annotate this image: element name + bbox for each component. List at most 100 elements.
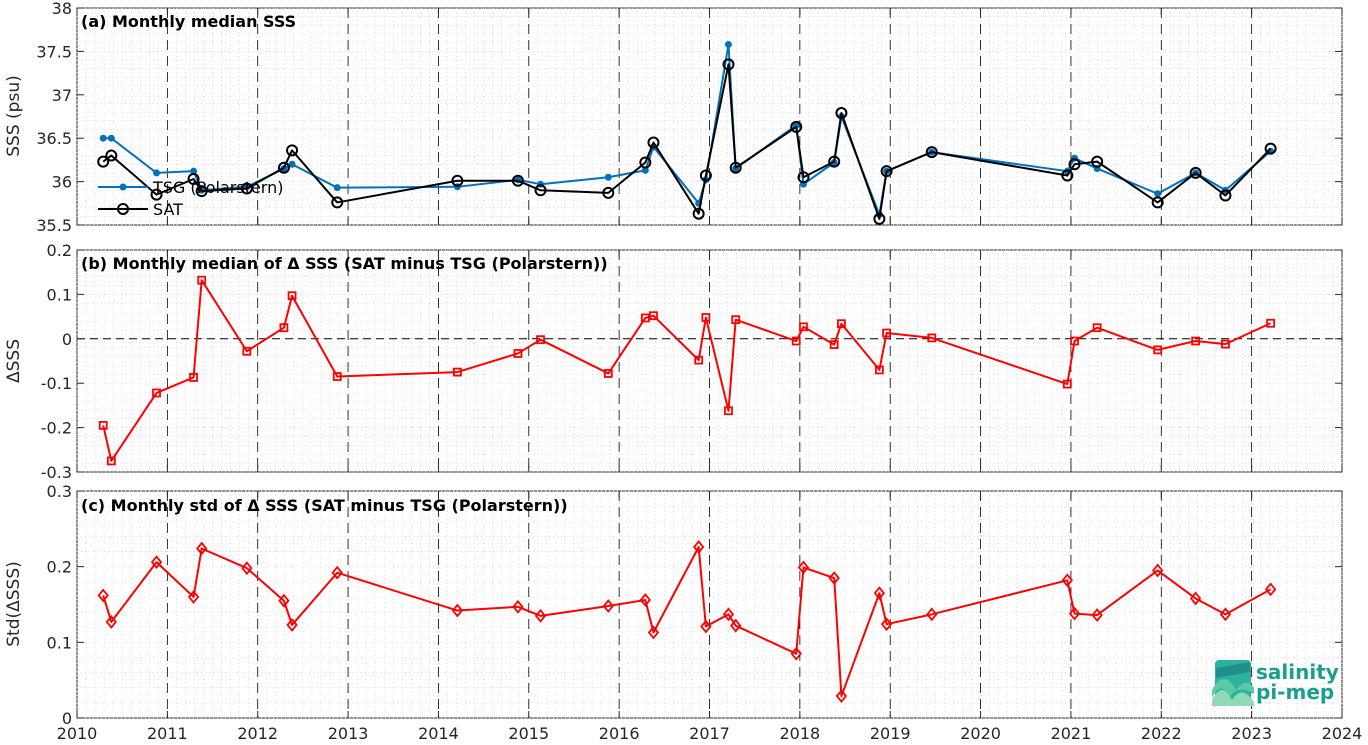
y-tick-label: -0.2 [41, 419, 72, 438]
legend: TSG (Polarstern) SAT [98, 178, 283, 219]
x-tick-label: 2022 [1141, 724, 1182, 743]
data-point-delta [279, 323, 289, 333]
data-point-delta [724, 406, 733, 416]
data-point-sat [925, 146, 938, 159]
data-point-std [150, 555, 163, 570]
x-tick-label: 2018 [779, 724, 820, 743]
panel-a-series [97, 40, 1277, 225]
data-point-delta [152, 388, 161, 398]
data-point-sat [692, 207, 705, 220]
data-point-delta [649, 311, 658, 321]
data-point-delta [791, 336, 801, 346]
data-point-tsg [107, 134, 115, 142]
data-point-std [700, 619, 712, 634]
data-point-delta [197, 275, 207, 285]
panel-a-yticks: 35.5 36 36.5 37 37.5 38 [36, 0, 1343, 235]
data-point-sat [729, 161, 742, 174]
data-point-tsg [604, 173, 612, 181]
x-tick-label: 2017 [689, 724, 730, 743]
data-point-sat [647, 136, 660, 149]
data-point-std [278, 593, 290, 608]
data-point-delta [1062, 379, 1072, 389]
data-point-sat [639, 156, 652, 169]
data-point-std [639, 593, 652, 607]
data-point-delta [731, 315, 741, 325]
data-point-delta [536, 335, 545, 345]
data-point-delta [701, 313, 711, 322]
panel-c-ylabel: Std(ΔSSS) [4, 561, 24, 647]
data-point-delta [1221, 339, 1230, 349]
series-line-delta [102, 545, 1272, 698]
data-point-sat [1068, 158, 1081, 171]
logo-wave-icon [1212, 660, 1254, 706]
data-point-delta [106, 456, 116, 466]
y-tick-label: 0 [62, 709, 72, 728]
data-point-sat [880, 165, 893, 178]
y-tick-label: -0.1 [41, 374, 72, 393]
data-point-delta [242, 346, 252, 356]
data-point-delta [189, 373, 198, 382]
data-point-delta [98, 420, 108, 430]
y-tick-label: 0 [62, 330, 72, 349]
data-point-delta [694, 355, 704, 365]
data-point-tsg [641, 166, 649, 174]
y-tick-label: 0.1 [47, 633, 72, 652]
data-point-sat [286, 144, 299, 157]
legend-sat-marker [117, 203, 129, 215]
panel-b-yticks: -0.3 -0.2 -0.1 0 0.1 0.2 [41, 241, 1343, 482]
panel-a-grid [76, 7, 1343, 226]
data-point-sat [195, 185, 208, 198]
data-point-std [1091, 608, 1103, 623]
x-tick-label: 2020 [960, 724, 1001, 743]
panel-c-std-delta-sss: 00.10.20.3 2010 2011 2012 2013 2014 2015 2016 2… [4, 482, 1362, 743]
data-point-delta [1070, 336, 1079, 346]
data-point-sat [451, 174, 464, 187]
logo-text-pi-mep: pi-mep [1256, 680, 1334, 704]
data-point-std [451, 603, 464, 618]
data-point-delta [829, 340, 839, 349]
x-tick-label: 2014 [418, 724, 459, 743]
y-tick-label: 0.2 [47, 558, 72, 577]
legend-tsg-label: TSG (Polarstern) [152, 178, 283, 197]
data-point-std [692, 540, 705, 554]
y-tick-label: 0.1 [47, 285, 72, 304]
data-point-delta [927, 333, 937, 343]
data-point-sat [277, 161, 290, 174]
data-point-std [1068, 606, 1081, 621]
data-point-std [730, 618, 742, 633]
data-point-tsg [1154, 190, 1162, 198]
panel-b-series [98, 275, 1276, 466]
data-point-std [647, 625, 660, 640]
x-tick-label: 2015 [508, 724, 549, 743]
data-point-std [1152, 563, 1164, 578]
data-point-std [790, 646, 802, 661]
data-point-sat [105, 149, 118, 162]
data-point-tsg [153, 169, 161, 177]
data-point-sat [1264, 142, 1277, 155]
panel-a-ylabel: SSS (psu) [4, 75, 24, 156]
x-tick-label: 2023 [1231, 724, 1272, 743]
data-point-delta [640, 313, 650, 323]
data-point-sat [1061, 169, 1074, 182]
x-tick-label: 2013 [328, 724, 369, 743]
data-point-delta [1191, 336, 1201, 346]
data-point-sat [534, 184, 547, 197]
y-tick-label: 37 [52, 86, 72, 105]
x-tick-label: 2019 [870, 724, 911, 743]
x-tick-label: 2010 [57, 724, 98, 743]
data-point-delta [799, 322, 808, 332]
data-point-std [1061, 573, 1073, 588]
data-point-std [722, 607, 735, 622]
data-point-delta [837, 319, 846, 329]
data-point-sat [699, 169, 712, 182]
data-point-sat [150, 188, 163, 201]
panel-b-grid [76, 249, 1343, 473]
x-tick-label: 2012 [237, 724, 278, 743]
x-tick-label: 2011 [147, 724, 188, 743]
panel-b-ylabel: ΔSSS [4, 339, 24, 383]
panel-c-xticks: 2010 2011 2012 2013 2014 2015 2016 2017 2018 2019… [57, 491, 1362, 743]
panel-c-yticks: 0 0.1 0.2 0.3 [47, 482, 1342, 728]
data-point-std [187, 590, 200, 604]
data-point-delta [1266, 318, 1276, 328]
panel-c-title: (c) Monthly std of Δ SSS (SAT minus TSG … [81, 496, 568, 515]
